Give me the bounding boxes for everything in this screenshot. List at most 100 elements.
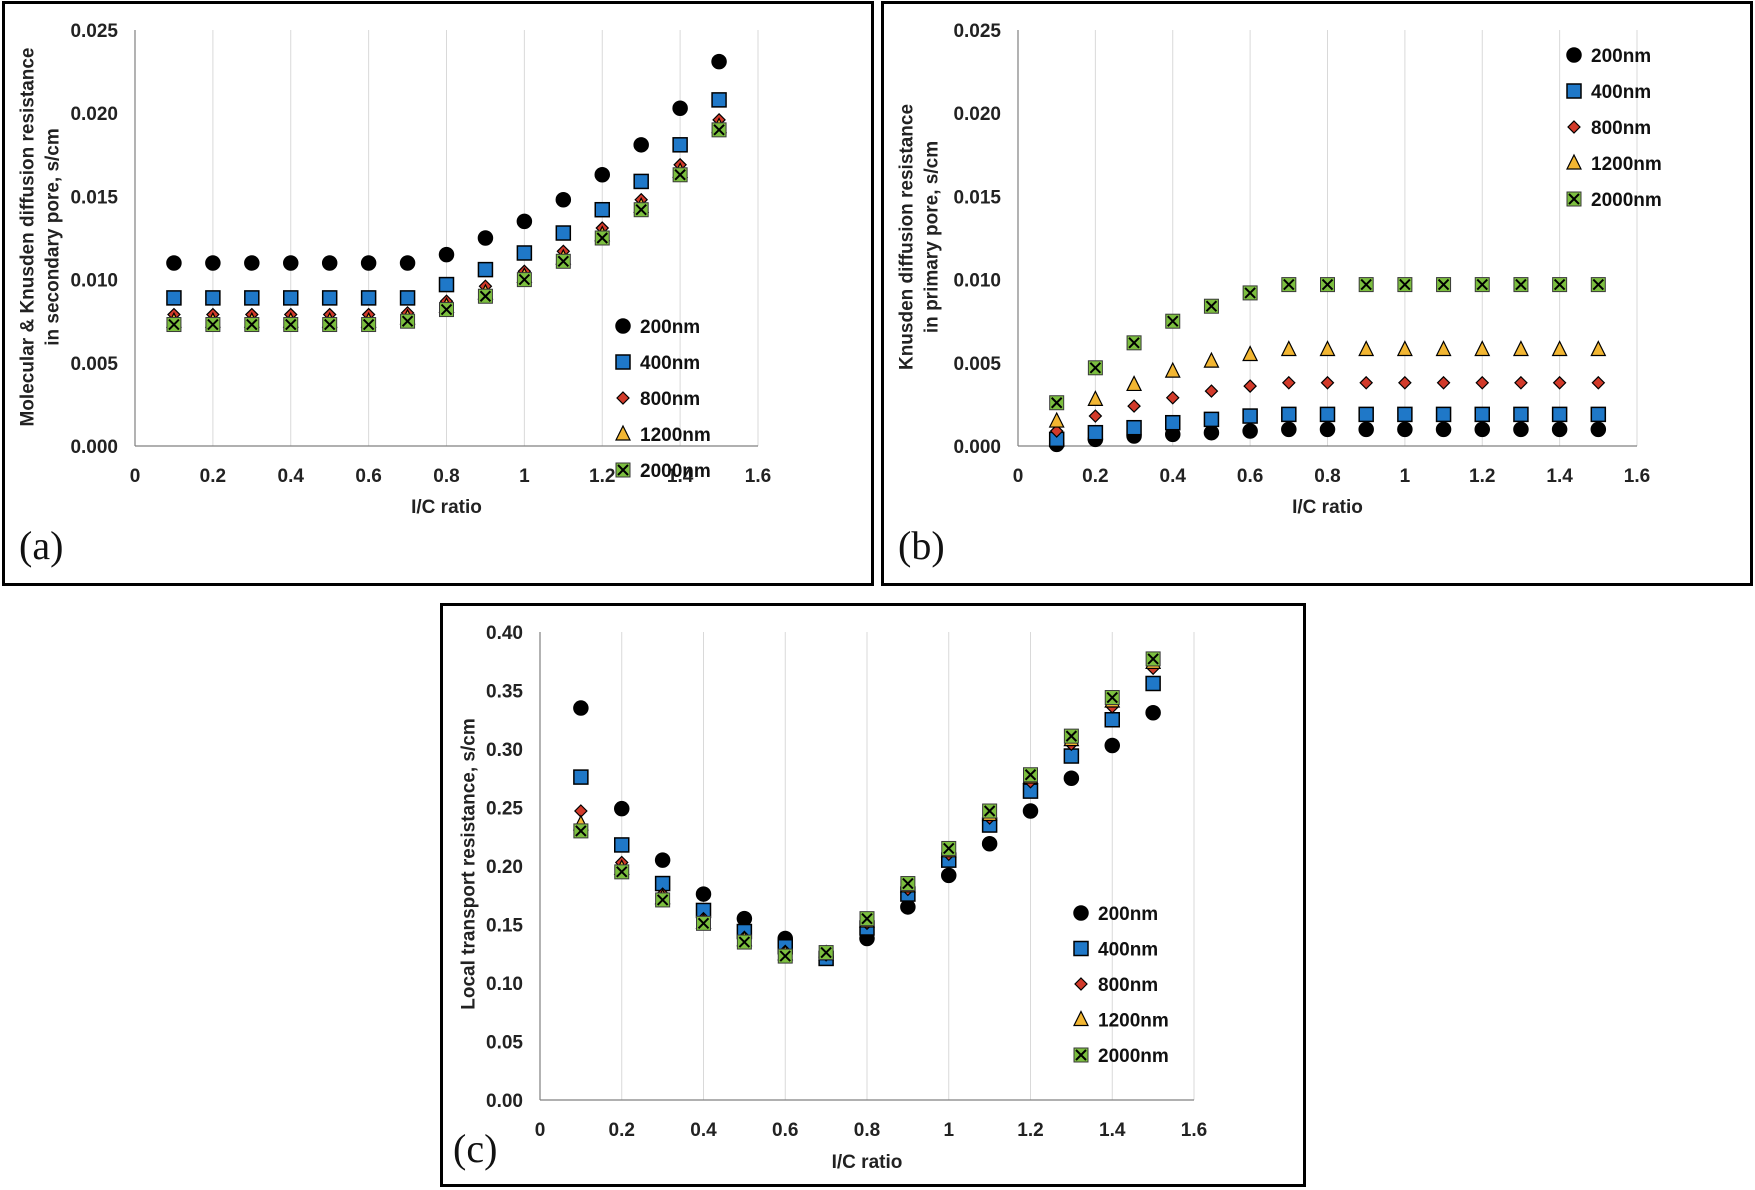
data-point — [1088, 409, 1103, 423]
x-tick-label: 1.6 — [1181, 1120, 1207, 1141]
data-point — [633, 173, 649, 190]
y-axis-title: in primary pore, s/cm — [922, 141, 943, 333]
data-point — [1104, 690, 1120, 706]
data-point — [1319, 406, 1336, 423]
series-2000nm — [573, 651, 1161, 964]
legend-label: 2000nm — [640, 461, 711, 482]
data-point — [516, 213, 533, 230]
data-point — [1320, 375, 1335, 390]
y-tick-label: 0.40 — [486, 623, 523, 644]
y-tick-label: 0.15 — [486, 916, 523, 937]
data-point — [1203, 424, 1220, 441]
data-point — [1320, 277, 1335, 293]
data-point — [1474, 406, 1490, 423]
data-point — [1436, 277, 1452, 293]
data-point — [244, 317, 260, 333]
data-point — [711, 122, 727, 138]
y-tick-label: 0.020 — [70, 104, 118, 125]
data-point — [1126, 419, 1142, 436]
data-point — [1104, 737, 1120, 754]
series-2000nm — [1049, 277, 1606, 411]
legend-marker — [615, 318, 631, 334]
y-tick-label: 0.015 — [70, 187, 118, 208]
x-tick-label: 0.2 — [200, 466, 226, 487]
data-point — [1513, 406, 1529, 423]
y-tick-label: 0.010 — [70, 271, 118, 292]
legend-label: 2000nm — [1098, 1046, 1169, 1067]
data-point — [736, 910, 753, 927]
x-tick-label: 1.4 — [667, 466, 694, 487]
legend-label: 800nm — [1098, 975, 1158, 996]
data-point — [166, 317, 182, 333]
x-tick-label: 0.6 — [355, 466, 381, 487]
data-point — [573, 823, 589, 839]
legend-marker — [616, 391, 630, 405]
x-tick-label: 1.2 — [589, 466, 615, 487]
data-point — [166, 255, 182, 271]
chart-b: 0 0.2 0.4 0.6 0.8 1 1.2 1.4 1.6 0.000 0.005 0.010 0.… — [897, 21, 1662, 568]
data-point — [1590, 406, 1607, 423]
data-point — [1552, 375, 1567, 390]
series-400nm — [1048, 406, 1607, 448]
data-point — [439, 302, 454, 318]
data-point — [900, 899, 916, 915]
x-tick-label: 0.8 — [854, 1120, 880, 1141]
y-tick-label: 0.25 — [486, 799, 523, 820]
chart-c: 0 0.2 0.4 0.6 0.8 1 1.2 1.4 1.6 0.00 0.05 0.10 0.15 0… — [453, 623, 1207, 1173]
data-point — [1242, 345, 1259, 362]
data-point — [1280, 340, 1297, 357]
y-tick-label: 0.00 — [486, 1091, 523, 1112]
y-axis-title: Molecular & Knusden diffusion resistance — [18, 47, 39, 426]
data-point — [859, 911, 875, 927]
data-point — [1514, 375, 1528, 390]
data-point — [594, 230, 610, 246]
data-point — [695, 886, 712, 902]
x-axis-title: I/C ratio — [1292, 497, 1363, 518]
x-tick-label: 1.2 — [1017, 1120, 1043, 1141]
data-point — [1474, 340, 1491, 357]
y-tick-label: 0.10 — [486, 974, 523, 995]
x-tick-label: 0.2 — [1082, 466, 1108, 487]
data-point — [1475, 375, 1490, 390]
legend-label: 200nm — [1591, 46, 1651, 67]
data-point — [1358, 421, 1374, 438]
data-point — [941, 867, 957, 884]
data-point — [360, 255, 377, 271]
x-tick-label: 0.6 — [772, 1120, 798, 1141]
data-point — [1242, 423, 1258, 439]
legend-label: 1200nm — [1591, 154, 1662, 175]
data-point — [1145, 675, 1161, 692]
y-tick-label: 0.020 — [953, 104, 1001, 125]
y-tick-label: 0.000 — [953, 437, 1001, 458]
data-point — [477, 261, 494, 278]
data-point — [1165, 414, 1181, 431]
data-point — [1063, 728, 1079, 744]
data-point — [205, 290, 221, 306]
x-tick-label: 1.6 — [745, 466, 771, 487]
gridlines — [1094, 30, 1638, 446]
data-point — [1281, 277, 1297, 293]
data-point — [400, 313, 416, 329]
legend-label: 1200nm — [640, 425, 711, 446]
data-point — [654, 852, 671, 868]
data-point — [1590, 277, 1606, 293]
legend-marker — [1566, 47, 1582, 63]
panel-label: (b) — [898, 523, 945, 568]
data-point — [1049, 395, 1065, 411]
data-point — [283, 317, 299, 333]
data-point — [981, 836, 998, 852]
data-point — [244, 255, 260, 271]
data-point — [1048, 411, 1065, 428]
x-tick-label: 0.2 — [609, 1120, 635, 1141]
legend-label: 800nm — [640, 389, 700, 410]
data-point — [672, 137, 688, 153]
data-point — [696, 915, 711, 931]
data-point — [1242, 285, 1258, 301]
data-point — [555, 191, 572, 208]
panel-b: 0 0.2 0.4 0.6 0.8 1 1.2 1.4 1.6 0.000 0.005 0.010 0.… — [881, 1, 1753, 586]
data-point — [1397, 406, 1413, 423]
legend: 200nm 400nm 800nm 1200nm 2000nm — [1566, 46, 1662, 211]
y-tick-label: 0.025 — [953, 21, 1001, 42]
data-point — [614, 800, 630, 817]
data-point — [1397, 277, 1413, 293]
